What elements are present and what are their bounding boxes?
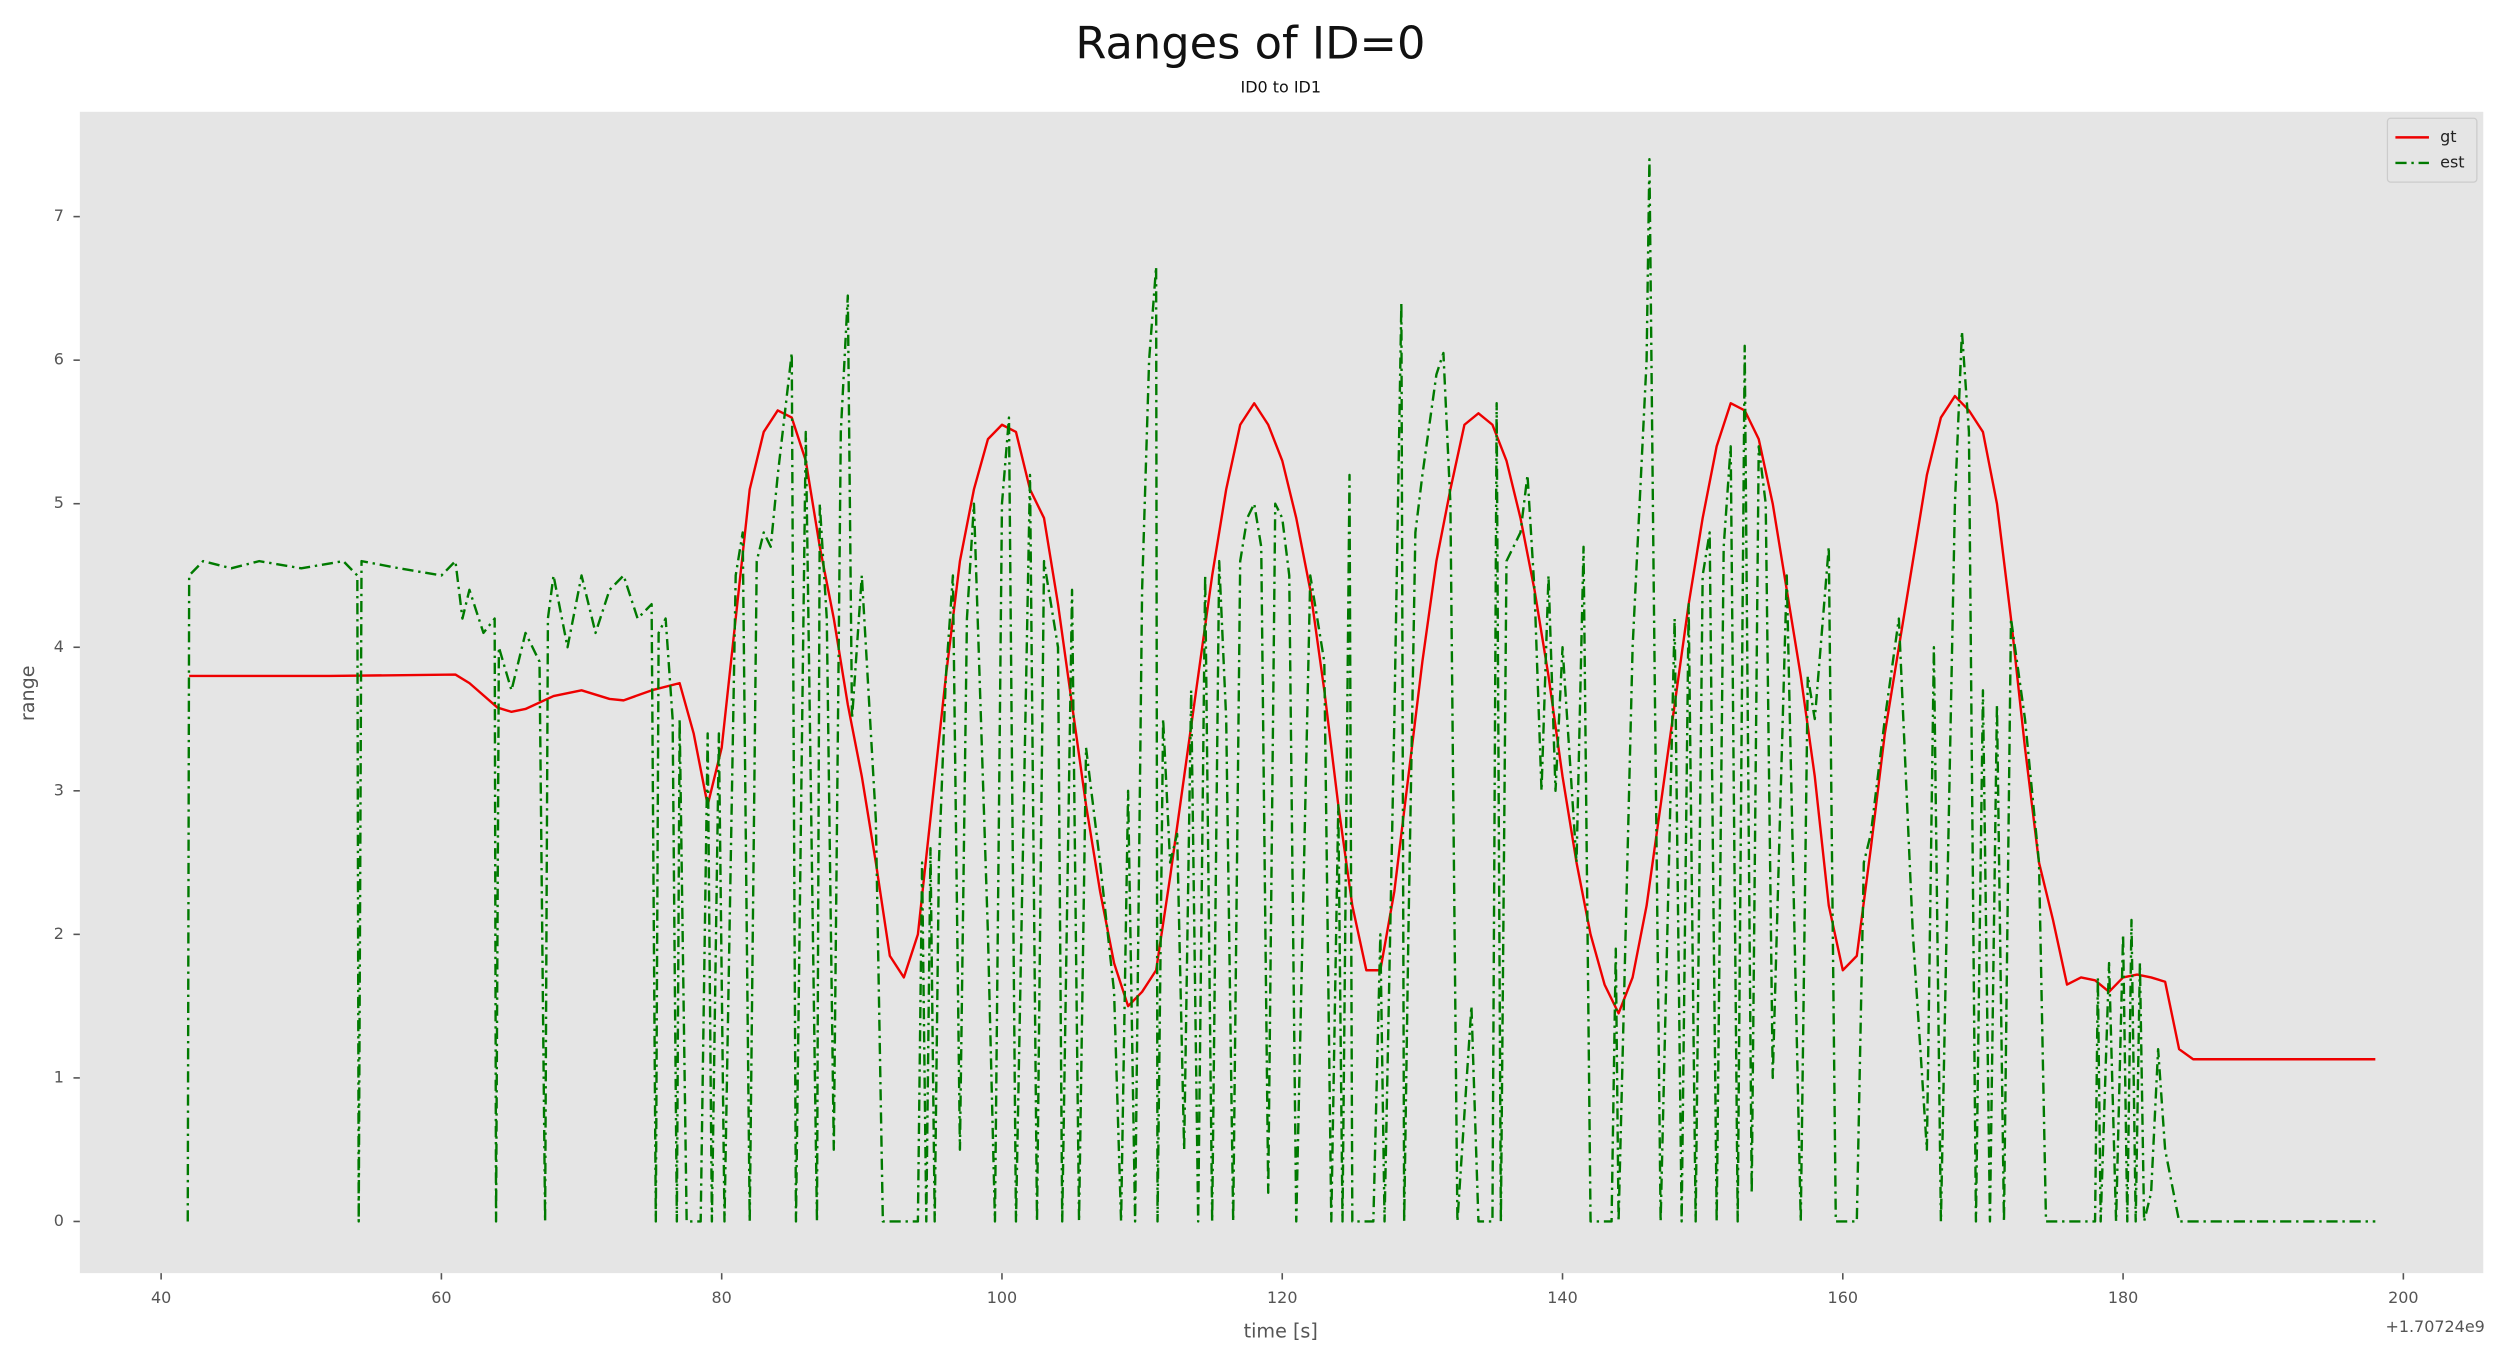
series-line: [189, 394, 2376, 1061]
y-tick-label: 0: [54, 1211, 64, 1230]
x-tick-label: 80: [712, 1288, 732, 1307]
y-axis-label: range: [16, 665, 39, 721]
series-line: [186, 158, 2376, 1223]
y-tick-label: 2: [54, 924, 64, 943]
y-tick-label: 3: [54, 780, 64, 799]
plot-background: [79, 111, 2484, 1274]
x-tick-label: 120: [1267, 1288, 1297, 1307]
x-tick-label: 160: [1828, 1288, 1858, 1307]
legend-label: est: [2440, 152, 2464, 171]
x-tick-label: 100: [987, 1288, 1017, 1307]
y-tick-label: 7: [54, 206, 64, 225]
y-tick-label: 4: [54, 637, 64, 656]
chart-title: Ranges of ID=0: [1075, 16, 1425, 69]
x-axis-label: time [s]: [1244, 1320, 1318, 1343]
legend: gt est: [2386, 117, 2478, 183]
x-tick-label: 60: [431, 1288, 451, 1307]
chart-subtitle: ID0 to ID1: [1240, 77, 1321, 96]
y-tick-label: 5: [54, 493, 64, 512]
x-tick-label: 140: [1547, 1288, 1577, 1307]
x-tick-label: 200: [2388, 1288, 2418, 1307]
y-tick-label: 1: [54, 1067, 64, 1086]
x-tick-label: 40: [151, 1288, 171, 1307]
legend-box: [2386, 117, 2478, 183]
legend-label: gt: [2440, 127, 2456, 146]
x-tick-label: 180: [2108, 1288, 2138, 1307]
y-tick-label: 6: [54, 350, 64, 369]
x-offset-label: +1.70724e9: [2385, 1317, 2484, 1336]
